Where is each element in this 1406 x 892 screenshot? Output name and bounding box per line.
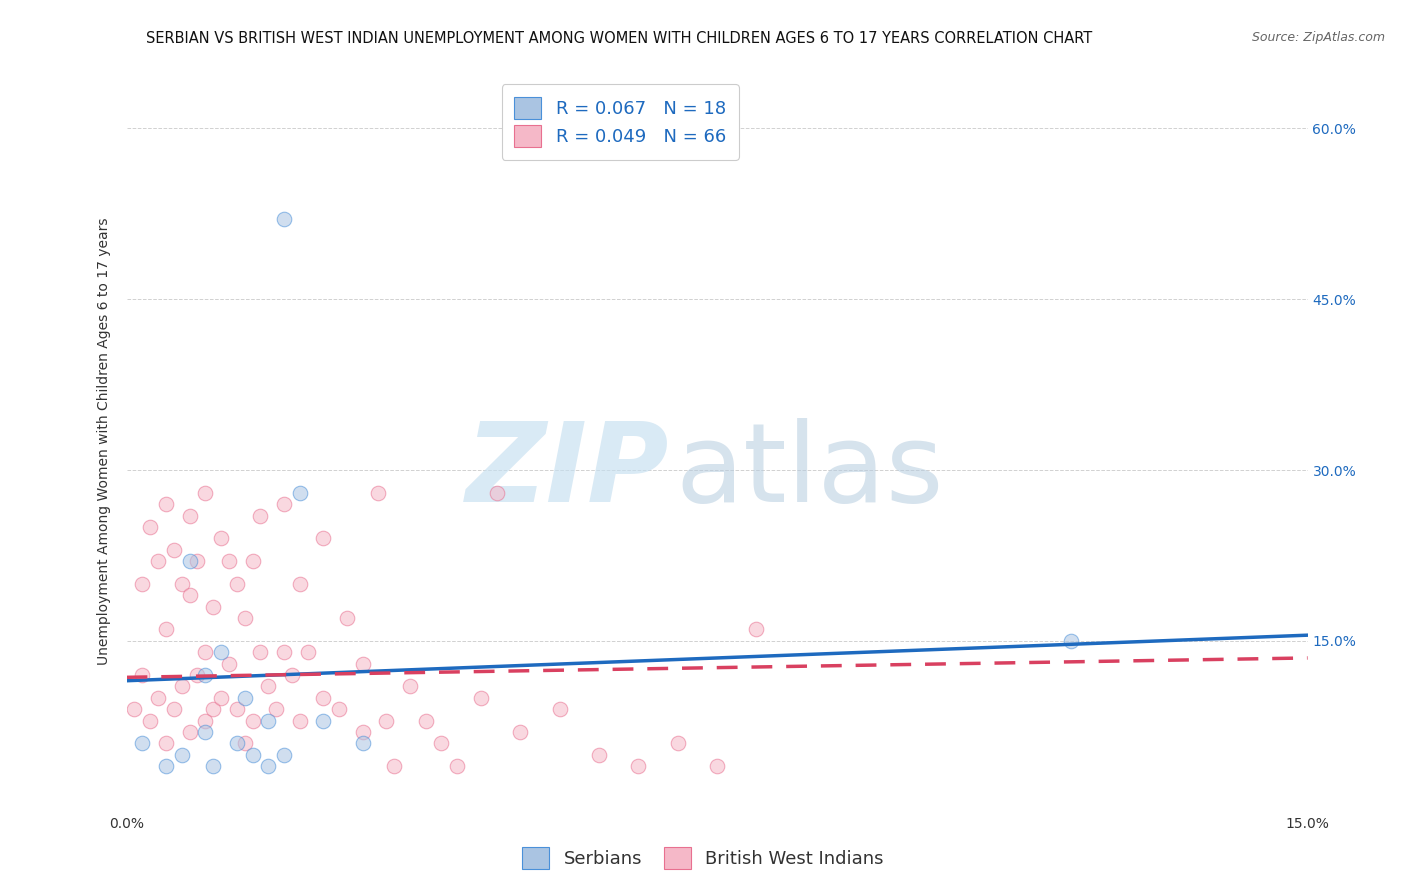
Point [209, 532, 232, 546]
Legend: Serbians, British West Indians: Serbians, British West Indians [513, 838, 893, 879]
Point [415, 714, 437, 728]
Legend: R = 0.067   N = 18, R = 0.049   N = 66: R = 0.067 N = 18, R = 0.049 N = 66 [502, 84, 738, 160]
Point [352, 725, 374, 739]
Point [155, 759, 177, 773]
Point [202, 702, 225, 716]
Point [273, 497, 295, 511]
Point [273, 747, 295, 762]
Point [124, 702, 146, 716]
Point [170, 680, 193, 694]
Point [131, 577, 153, 591]
Point [297, 645, 319, 659]
Point [202, 759, 225, 773]
Point [485, 485, 508, 500]
Point [163, 542, 186, 557]
Point [706, 759, 728, 773]
Point [209, 690, 232, 705]
Point [202, 599, 225, 614]
Point [163, 702, 186, 716]
Point [328, 702, 350, 716]
Point [179, 508, 201, 523]
Point [470, 690, 492, 705]
Point [264, 702, 287, 716]
Point [352, 736, 374, 750]
Point [446, 759, 468, 773]
Point [249, 508, 271, 523]
Point [312, 714, 335, 728]
Point [194, 645, 217, 659]
Text: SERBIAN VS BRITISH WEST INDIAN UNEMPLOYMENT AMONG WOMEN WITH CHILDREN AGES 6 TO : SERBIAN VS BRITISH WEST INDIAN UNEMPLOYM… [145, 31, 1092, 46]
Point [257, 714, 280, 728]
Point [249, 645, 271, 659]
Point [186, 668, 208, 682]
Point [209, 645, 232, 659]
Point [242, 554, 264, 568]
Point [588, 747, 610, 762]
Point [399, 680, 422, 694]
Point [273, 645, 295, 659]
Point [312, 690, 335, 705]
Point [273, 212, 295, 227]
Point [1060, 633, 1083, 648]
Point [139, 520, 162, 534]
Point [375, 714, 398, 728]
Point [218, 554, 240, 568]
Point [131, 668, 153, 682]
Point [257, 759, 280, 773]
Point [627, 759, 650, 773]
Point [233, 690, 256, 705]
Point [225, 577, 247, 591]
Point [146, 554, 169, 568]
Point [146, 690, 169, 705]
Point [131, 736, 153, 750]
Point [312, 532, 335, 546]
Point [336, 611, 359, 625]
Point [288, 714, 311, 728]
Point [548, 702, 571, 716]
Point [288, 485, 311, 500]
Point [155, 497, 177, 511]
Point [509, 725, 531, 739]
Point [170, 577, 193, 591]
Point [382, 759, 405, 773]
Point [194, 714, 217, 728]
Point [288, 577, 311, 591]
Point [233, 611, 256, 625]
Point [155, 736, 177, 750]
Point [179, 588, 201, 602]
Point [430, 736, 453, 750]
Point [194, 725, 217, 739]
Text: Source: ZipAtlas.com: Source: ZipAtlas.com [1251, 31, 1385, 45]
Point [194, 668, 217, 682]
Point [225, 702, 247, 716]
Y-axis label: Unemployment Among Women with Children Ages 6 to 17 years: Unemployment Among Women with Children A… [97, 218, 111, 665]
Point [225, 736, 247, 750]
Text: atlas: atlas [676, 417, 945, 524]
Point [745, 623, 768, 637]
Point [352, 657, 374, 671]
Point [186, 554, 208, 568]
Point [257, 680, 280, 694]
Point [281, 668, 304, 682]
Point [233, 736, 256, 750]
Point [170, 747, 193, 762]
Point [218, 657, 240, 671]
Point [139, 714, 162, 728]
Point [666, 736, 689, 750]
Point [179, 725, 201, 739]
Point [242, 747, 264, 762]
Point [155, 623, 177, 637]
Point [179, 554, 201, 568]
Point [242, 714, 264, 728]
Point [194, 485, 217, 500]
Text: ZIP: ZIP [467, 417, 669, 524]
Point [367, 485, 389, 500]
